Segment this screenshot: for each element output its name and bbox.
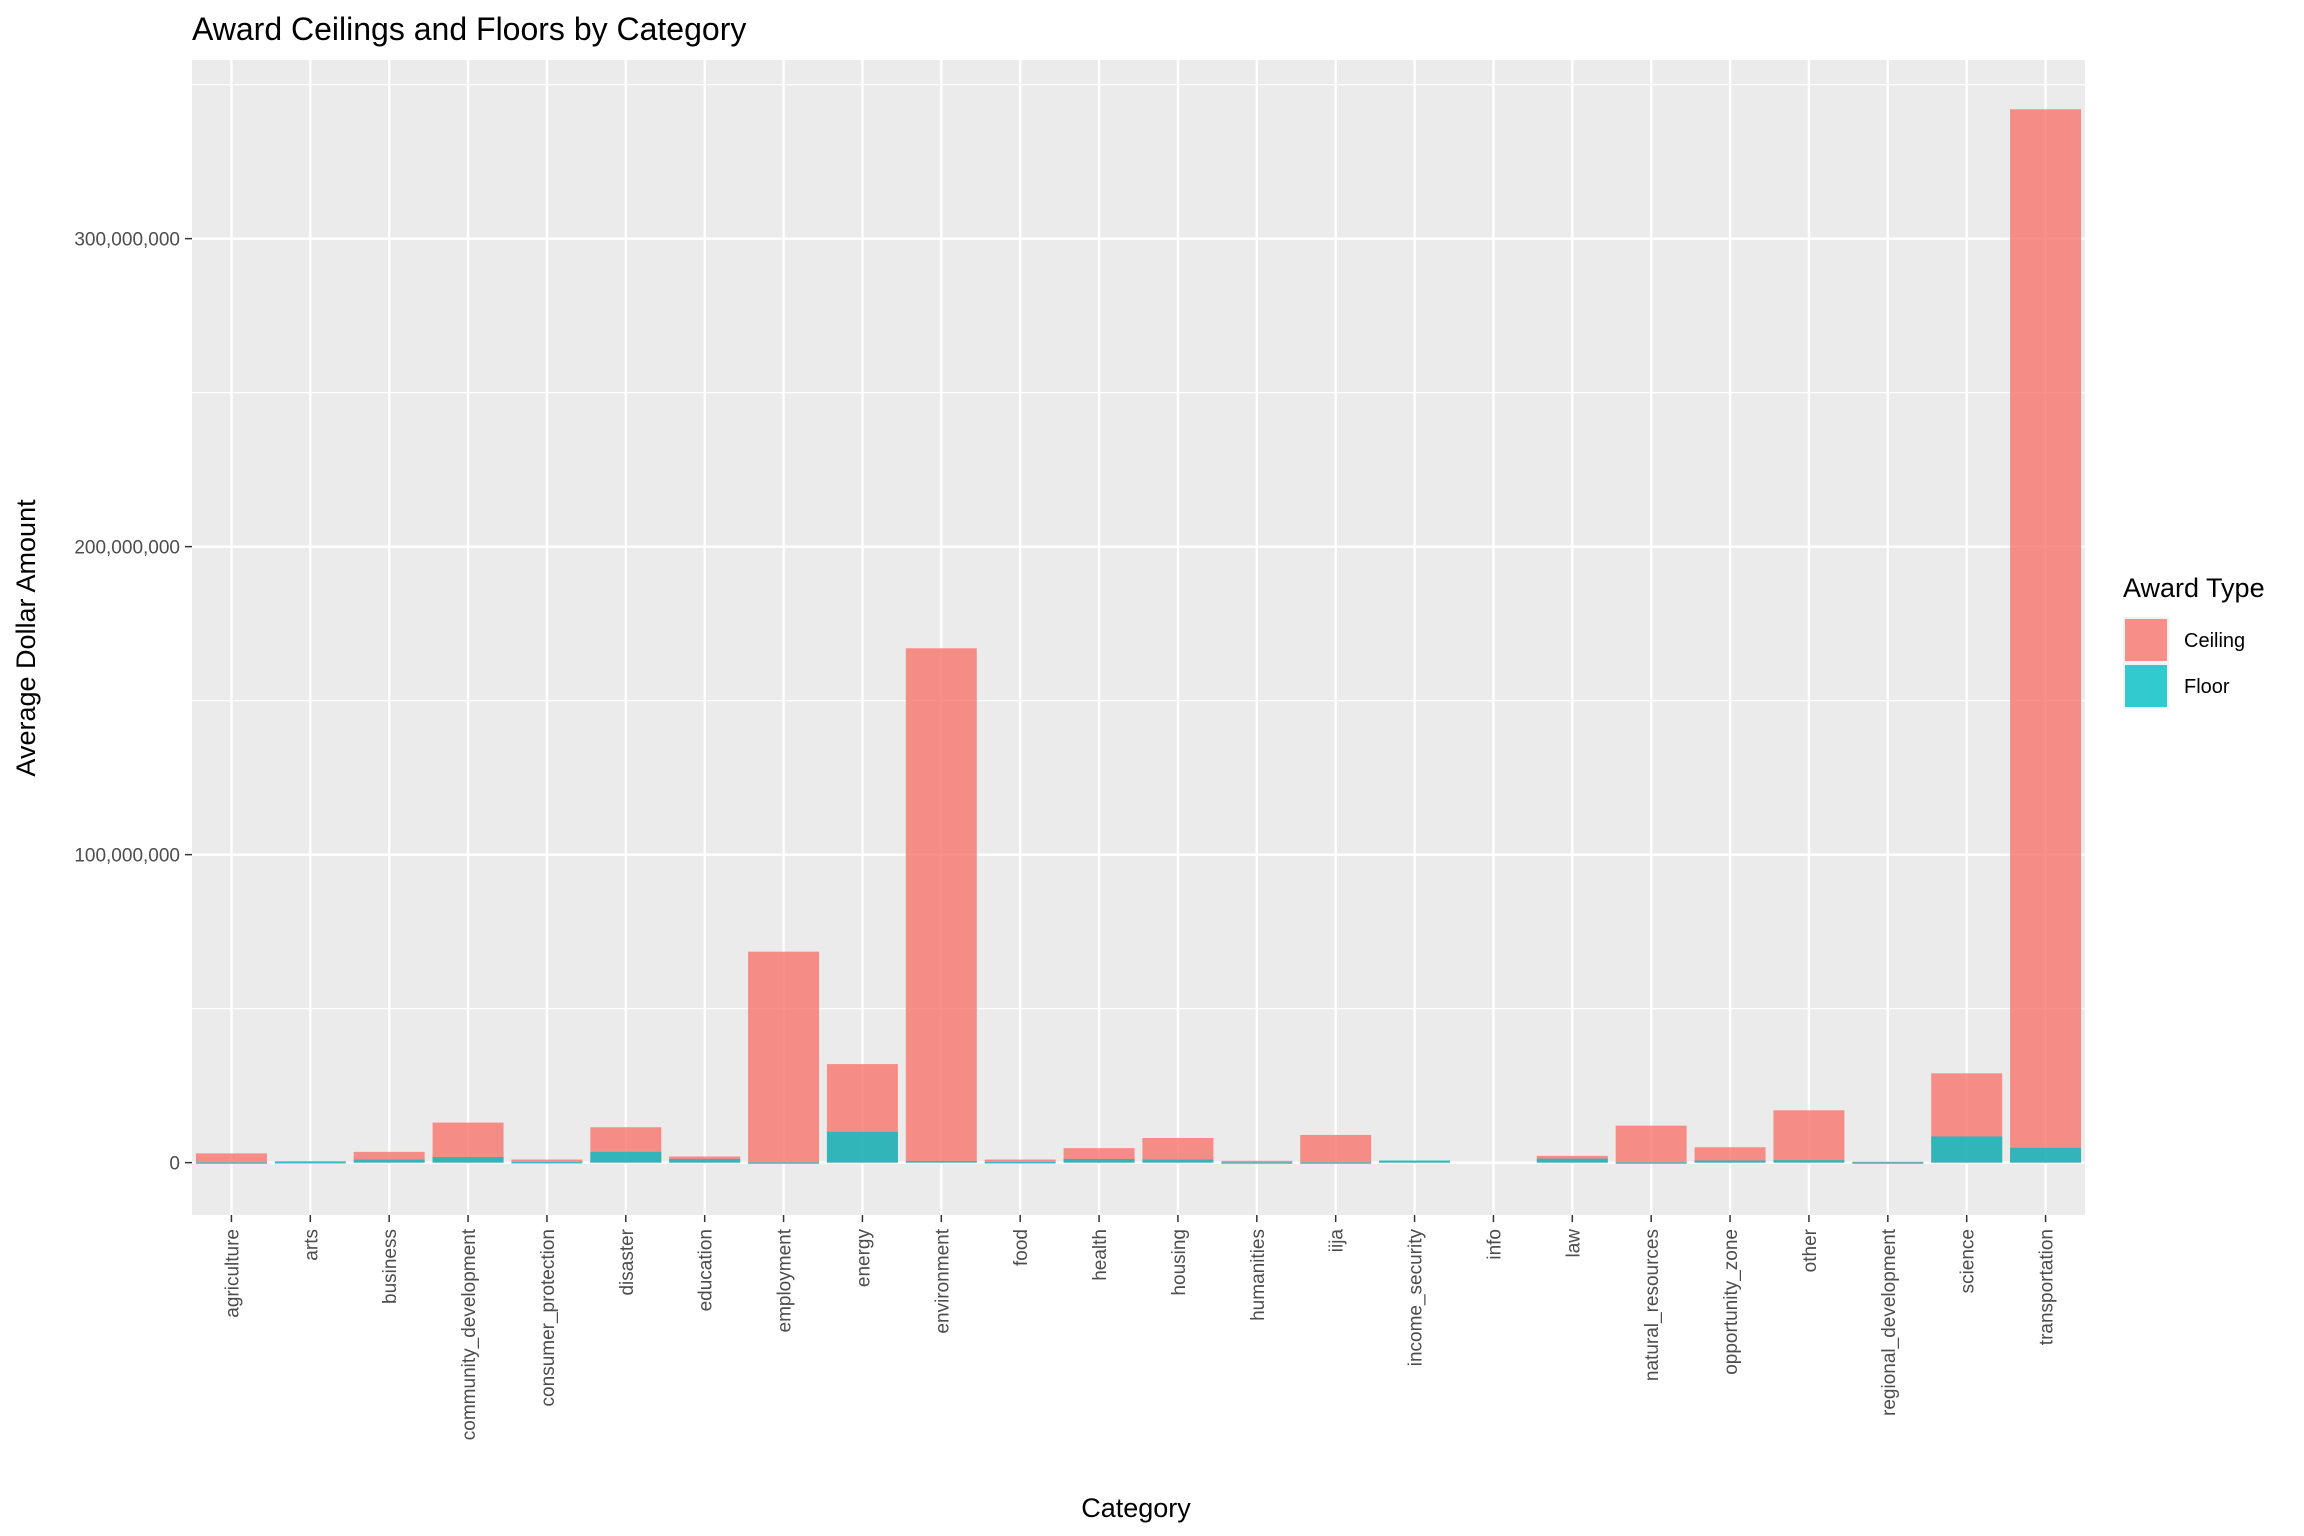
x-tick-label: law	[1563, 1229, 1584, 1258]
bar-ceiling-opportunity_zone	[1694, 1147, 1766, 1163]
bar-floor-arts	[274, 1162, 346, 1164]
legend-key-ceiling	[2125, 619, 2167, 661]
bar-floor-agriculture	[195, 1162, 267, 1164]
x-tick-label: science	[1958, 1229, 1979, 1293]
legend-label-ceiling: Ceiling	[2184, 630, 2245, 652]
bar-floor-law	[1536, 1158, 1608, 1163]
bar-ceiling-humanities	[1221, 1160, 1293, 1163]
legend-title: Award Type	[2123, 573, 2265, 603]
bar-floor-natural_resources	[1615, 1162, 1687, 1164]
bar-floor-community_development	[432, 1157, 504, 1163]
bar-ceiling-environment	[905, 648, 977, 1163]
x-tick-label: community_development	[459, 1228, 480, 1440]
x-tick-label: transportation	[2037, 1229, 2058, 1345]
x-tick-label: info	[1484, 1229, 1505, 1260]
x-tick-label: iija	[1327, 1229, 1348, 1253]
bar-floor-transportation	[2010, 1147, 2082, 1163]
x-tick-label: arts	[301, 1229, 322, 1261]
bar-floor-food	[984, 1162, 1056, 1164]
bar-ceiling-food	[984, 1159, 1056, 1163]
chart-title: Award Ceilings and Floors by Category	[192, 11, 746, 47]
bar-ceiling-consumer_protection	[511, 1159, 583, 1163]
x-tick-label: other	[1800, 1228, 1821, 1272]
bar-floor-other	[1773, 1160, 1845, 1163]
bar-ceiling-business	[353, 1151, 425, 1163]
y-tick-label: 300,000,000	[74, 230, 180, 251]
x-tick-label: opportunity_zone	[1721, 1229, 1742, 1375]
bar-ceiling-housing	[1142, 1138, 1214, 1163]
bar-ceiling-arts	[274, 1161, 346, 1163]
x-tick-label: health	[1090, 1229, 1111, 1281]
legend-key-floor	[2125, 665, 2167, 707]
bar-floor-housing	[1142, 1159, 1214, 1163]
y-tick-label: 200,000,000	[74, 538, 180, 559]
bar-ceiling-other	[1773, 1110, 1845, 1163]
y-tick-label: 0	[169, 1154, 180, 1175]
x-axis-title: Category	[1081, 1493, 1191, 1523]
x-tick-label: employment	[775, 1228, 796, 1332]
legend-label-floor: Floor	[2184, 676, 2230, 698]
bar-ceiling-employment	[748, 951, 820, 1163]
floor-bars	[195, 1131, 2082, 1164]
bar-floor-business	[353, 1159, 425, 1163]
y-axis-title: Average Dollar Amount	[11, 499, 41, 777]
x-tick-label: education	[696, 1229, 717, 1311]
x-tick-label: natural_resources	[1642, 1229, 1663, 1381]
x-tick-label: energy	[853, 1229, 874, 1288]
x-tick-label: disaster	[617, 1228, 638, 1295]
major-gridlines	[192, 60, 2085, 1215]
legend: Award Type Ceiling Floor	[2123, 573, 2265, 709]
bar-floor-regional_development	[1852, 1162, 1924, 1164]
x-tick-label: regional_development	[1879, 1228, 1900, 1416]
x-tick-label: housing	[1169, 1229, 1190, 1296]
y-axis: 0 100,000,000 200,000,000 300,000,000	[74, 230, 192, 1175]
bar-floor-consumer_protection	[511, 1162, 583, 1164]
minor-gridlines	[192, 84, 2085, 1010]
bar-floor-disaster	[590, 1151, 662, 1163]
x-axis: agriculture arts business community_develop…	[222, 1215, 2058, 1440]
bar-floor-environment	[905, 1161, 977, 1163]
x-tick-label: income_security	[1406, 1229, 1427, 1367]
bar-ceiling-transportation	[2010, 109, 2082, 1163]
x-tick-label: business	[380, 1229, 401, 1304]
bar-floor-education	[669, 1158, 741, 1163]
x-tick-label: consumer_protection	[538, 1229, 559, 1406]
bar-floor-iija	[1300, 1162, 1372, 1164]
bar-ceiling-iija	[1300, 1134, 1372, 1163]
x-tick-label: humanities	[1248, 1229, 1269, 1321]
bar-ceiling-natural_resources	[1615, 1125, 1687, 1163]
ceiling-bars	[195, 109, 2082, 1164]
bar-floor-science	[1931, 1136, 2003, 1163]
bar-floor-employment	[748, 1162, 820, 1164]
bar-floor-energy	[826, 1131, 898, 1163]
bar-ceiling-agriculture	[195, 1153, 267, 1163]
x-tick-label: food	[1011, 1229, 1032, 1266]
y-tick-label: 100,000,000	[74, 846, 180, 867]
bar-floor-income_security	[1379, 1160, 1451, 1163]
plot-panel	[192, 60, 2085, 1215]
x-tick-label: environment	[932, 1228, 953, 1333]
x-tick-label: agriculture	[222, 1229, 243, 1318]
bar-ceiling-community_development	[432, 1122, 504, 1163]
bar-floor-humanities	[1221, 1162, 1293, 1164]
bar-floor-health	[1063, 1158, 1135, 1163]
bar-floor-opportunity_zone	[1694, 1160, 1766, 1163]
